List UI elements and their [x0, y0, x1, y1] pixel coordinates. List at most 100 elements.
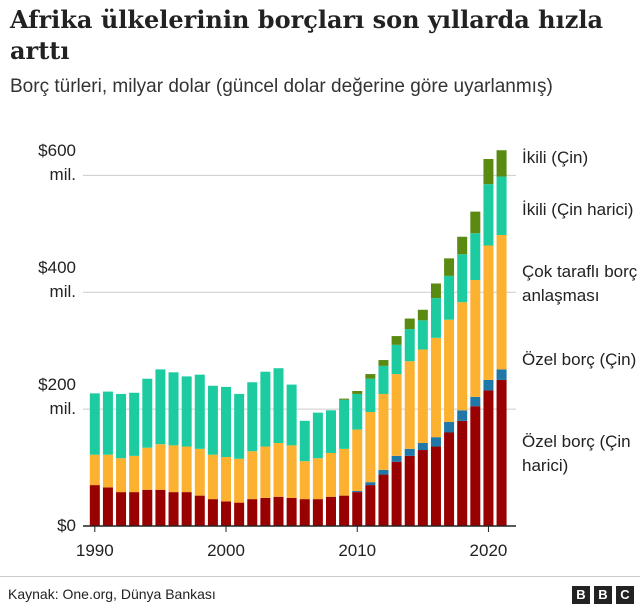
legend-entry: Özel borç (Çin harici): [522, 432, 631, 475]
bar-segment: [312, 412, 323, 459]
bar-segment: [116, 458, 127, 493]
bar-segment: [221, 501, 232, 526]
bar-segment: [102, 487, 113, 526]
bar-segment: [365, 485, 376, 526]
bar-segment: [444, 421, 455, 433]
bar-segment: [417, 320, 428, 350]
bar-segment: [234, 393, 245, 459]
bar-segment: [299, 461, 310, 500]
bar-segment: [325, 452, 336, 497]
bar-segment: [444, 258, 455, 276]
bar-segment: [299, 499, 310, 526]
bar-segment: [339, 448, 350, 496]
bar-segment: [444, 319, 455, 422]
bar-segment: [142, 447, 153, 490]
bar-segment: [89, 454, 100, 486]
legend-entry: Özel borç (Çin): [522, 350, 637, 369]
title: Afrika ülkelerinin borçları son yıllarda…: [10, 5, 604, 65]
bar-segment: [352, 490, 363, 493]
y-tick-label: $0: [57, 516, 76, 535]
bar-segment: [260, 497, 271, 526]
subtitle: Borç türleri, milyar dolar (güncel dolar…: [10, 76, 553, 97]
bar-segment: [496, 379, 507, 526]
bar-segment: [221, 457, 232, 502]
x-tick-label: 2020: [470, 541, 508, 560]
bar-segment: [129, 392, 140, 456]
bar-segment: [391, 455, 402, 462]
bar-segment: [286, 384, 297, 446]
bar-segment: [417, 309, 428, 321]
bar-segment: [339, 398, 350, 400]
bar-segment: [312, 458, 323, 500]
bar-segment: [457, 410, 468, 421]
bar-segment: [430, 437, 441, 447]
bar-segment: [273, 368, 284, 444]
bar-segment: [207, 385, 218, 455]
bar-segment: [181, 446, 192, 493]
logo: C: [616, 586, 634, 604]
bar-segment: [339, 495, 350, 526]
bar-segment: [444, 432, 455, 526]
bar-segment: [378, 365, 389, 394]
bar-segment: [102, 391, 113, 455]
source: Kaynak: One.org, Dünya Bankası: [8, 586, 216, 602]
bar-segment: [378, 393, 389, 470]
legend-entry: İkili (Çin): [522, 148, 589, 167]
bar-segment: [470, 279, 481, 397]
bar-segment: [299, 420, 310, 462]
bar-segment: [273, 496, 284, 526]
bar-segment: [457, 420, 468, 526]
bar-segment: [352, 429, 363, 491]
bar-segment: [430, 298, 441, 338]
bar-segment: [496, 176, 507, 235]
bar-segment: [404, 318, 415, 330]
bar-segment: [286, 497, 297, 526]
bar-segment: [325, 496, 336, 526]
bar-segment: [470, 396, 481, 407]
bar-segment: [365, 412, 376, 483]
bar-segment: [129, 492, 140, 526]
bar-segment: [142, 489, 153, 526]
bar-segment: [444, 275, 455, 320]
bar-segment: [483, 379, 494, 391]
bar-segment: [470, 211, 481, 234]
bar-segment: [168, 372, 179, 446]
bar-segment: [470, 406, 481, 526]
y-tick-label: $200 mil.: [38, 375, 76, 419]
bar-segment: [496, 150, 507, 177]
bar-segment: [142, 378, 153, 448]
bar-segment: [168, 445, 179, 493]
bar-segment: [116, 492, 127, 526]
bar-segment: [89, 485, 100, 526]
bar-segment: [365, 374, 376, 379]
x-tick-label: 2010: [338, 541, 376, 560]
bar-segment: [181, 492, 192, 526]
y-tick-label: $400 mil.: [38, 258, 76, 302]
bar-segment: [391, 344, 402, 375]
bar-segment: [457, 236, 468, 255]
bar-segment: [168, 492, 179, 526]
bar-segment: [391, 461, 402, 526]
bar-segment: [378, 469, 389, 475]
bar-segment: [207, 454, 218, 500]
bar-segment: [312, 499, 323, 526]
bar-segment: [325, 410, 336, 453]
bar-segment: [247, 382, 258, 452]
legend-entry: İkili (Çin harici): [522, 200, 634, 219]
bar-segment: [116, 393, 127, 459]
bar-segment: [417, 349, 428, 444]
bar-segment: [470, 233, 481, 280]
bar-segment: [457, 254, 468, 303]
bar-segment: [247, 499, 258, 526]
bar-segment: [378, 474, 389, 526]
legend-entry: Çok taraflı borç anlaşması: [522, 262, 638, 305]
bar-segment: [496, 234, 507, 370]
bar-segment: [483, 184, 494, 246]
bar-segment: [207, 499, 218, 526]
bar-segment: [404, 329, 415, 362]
x-tick-label: 1990: [76, 541, 114, 560]
bar-segment: [352, 391, 363, 394]
bar-segment: [129, 455, 140, 493]
